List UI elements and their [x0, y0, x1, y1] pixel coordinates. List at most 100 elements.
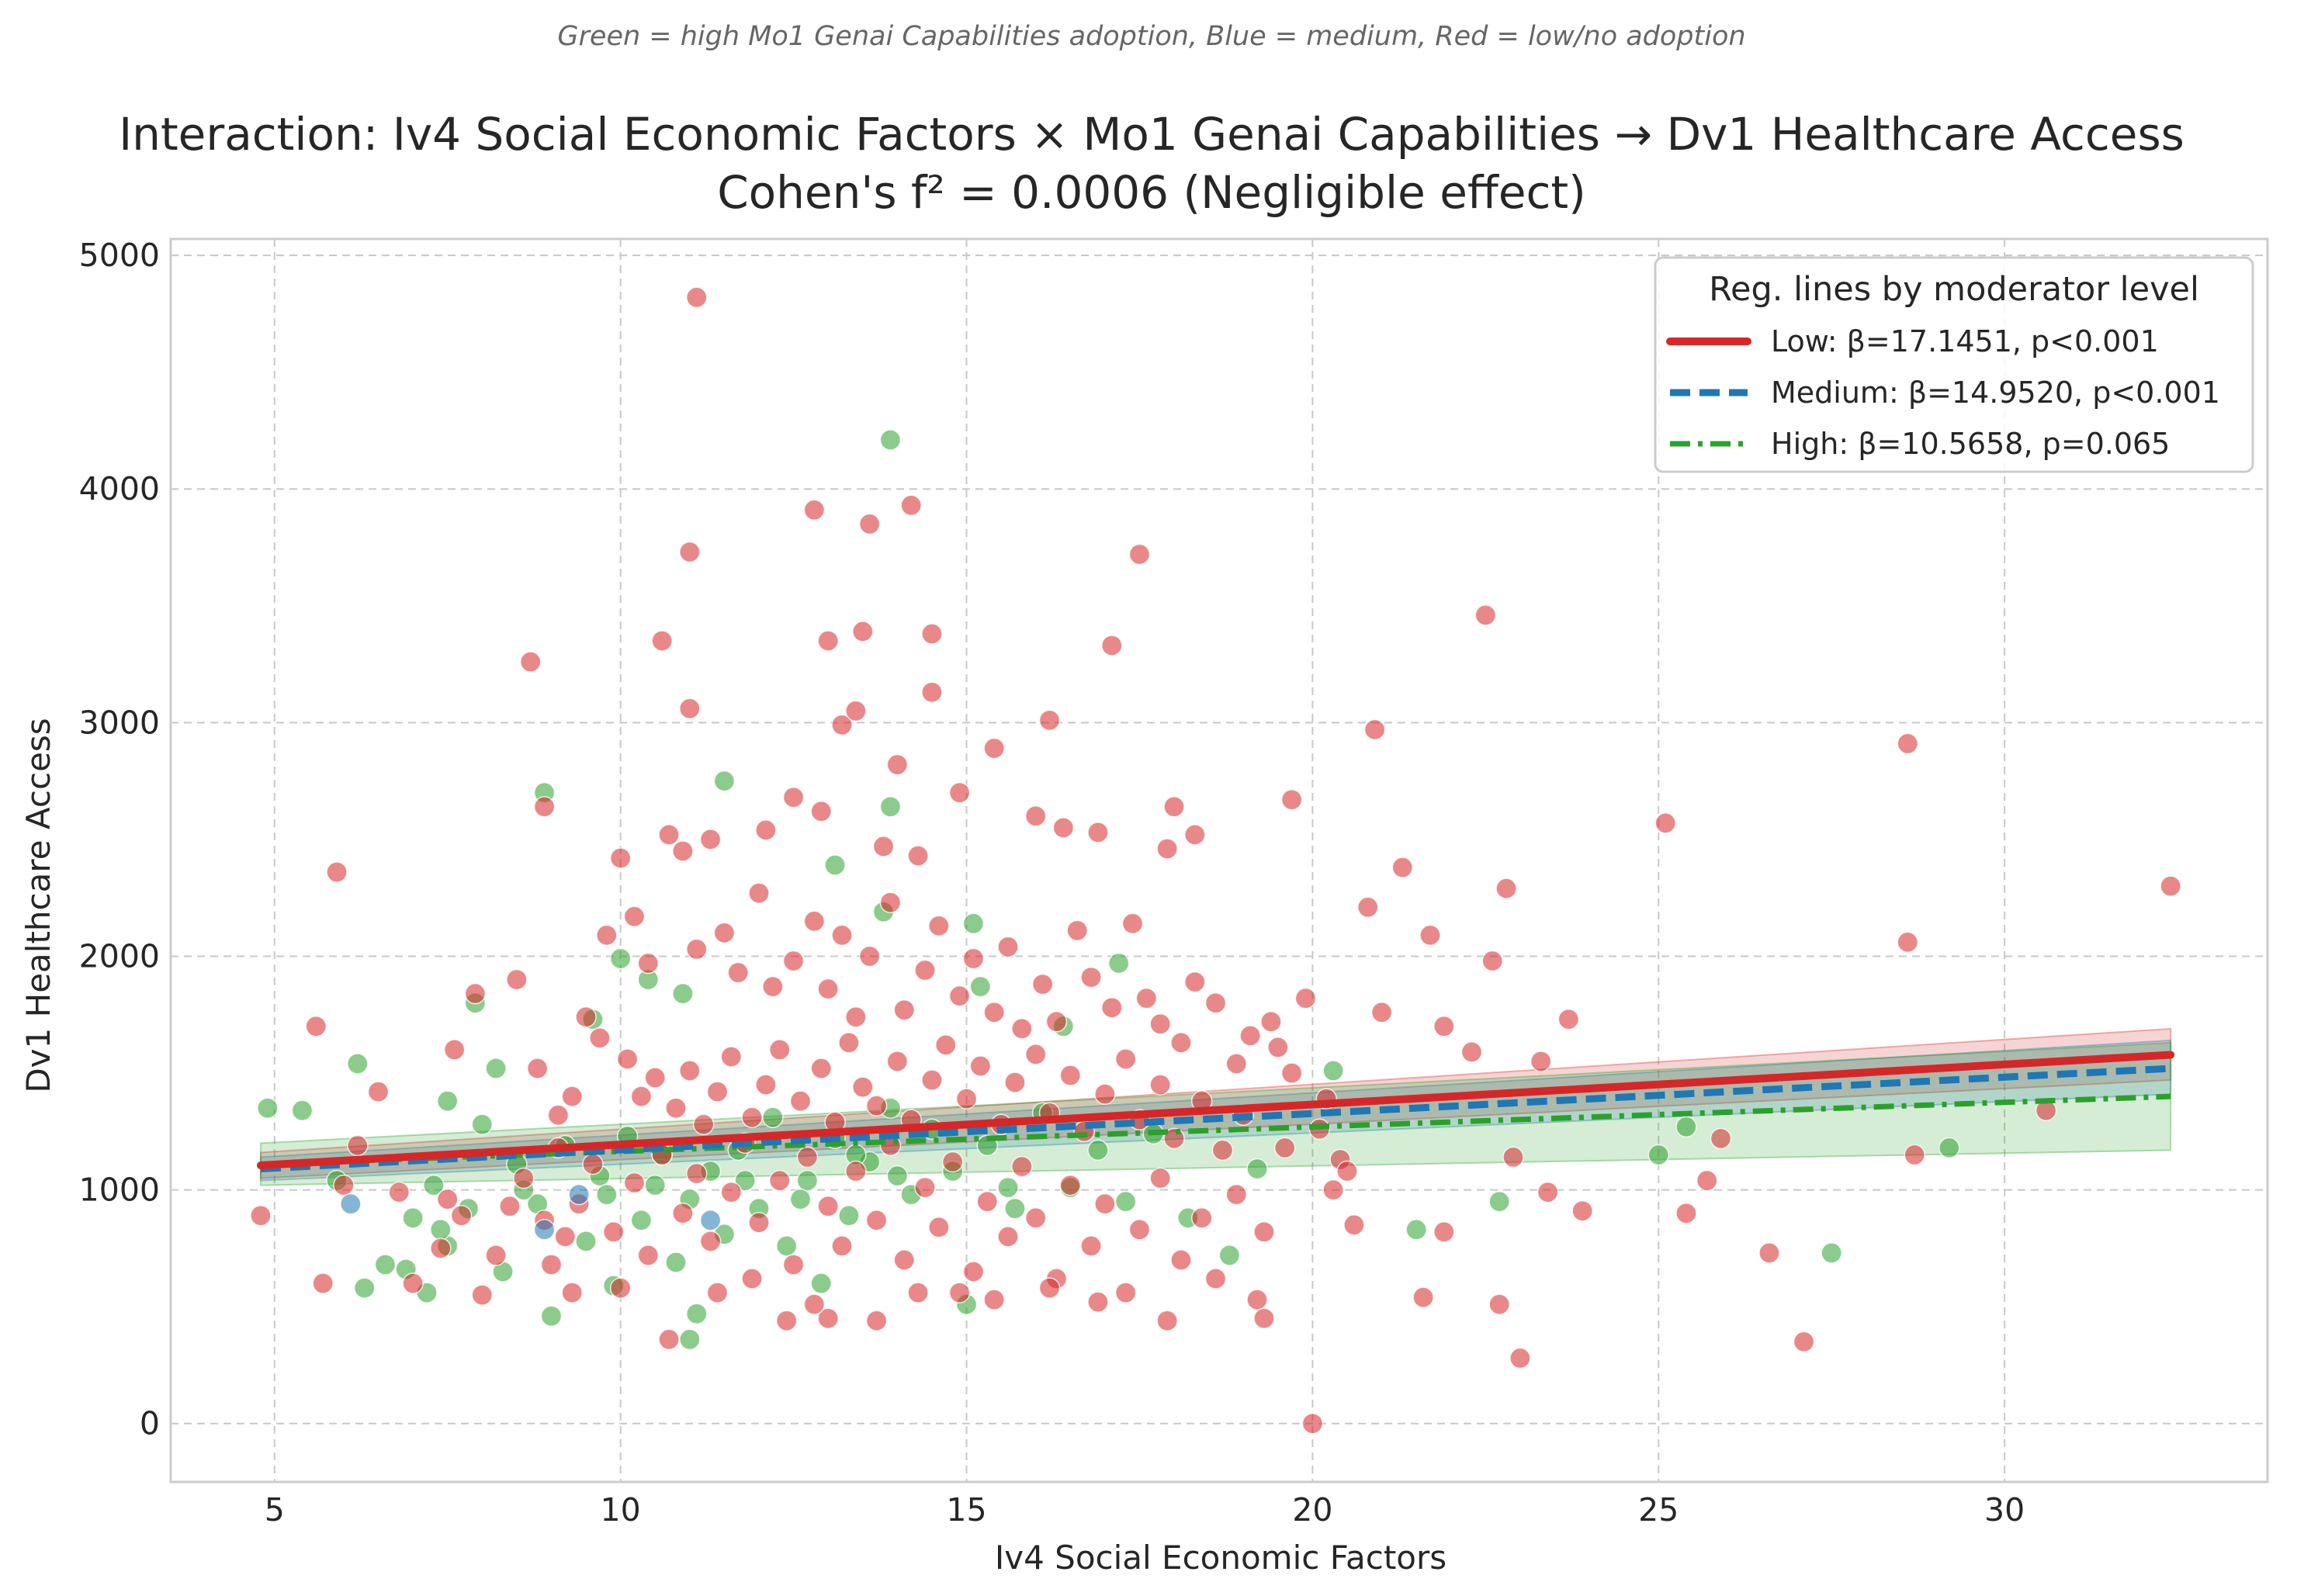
high-data-point	[734, 1169, 756, 1192]
low-data-point	[679, 698, 701, 720]
high-data-point	[485, 1058, 507, 1079]
low-data-point	[430, 1238, 452, 1259]
high-data-point	[962, 912, 985, 935]
low-data-point	[1066, 919, 1088, 942]
x-tick-label: 5	[265, 1491, 285, 1528]
high-data-point	[1675, 1116, 1697, 1138]
low-data-point	[720, 1046, 743, 1068]
low-data-point	[305, 1016, 327, 1037]
chart-title-line1: Interaction: Iv4 Social Economic Factors…	[119, 108, 2184, 161]
low-data-point	[983, 1289, 1005, 1310]
low-data-point	[679, 1060, 701, 1082]
low-data-point	[1080, 1235, 1102, 1257]
low-data-point	[845, 1006, 867, 1028]
low-data-point	[727, 961, 749, 984]
low-data-point	[755, 819, 777, 841]
low-data-point	[436, 1188, 459, 1210]
low-data-point	[609, 847, 632, 869]
low-data-point	[699, 829, 722, 850]
low-data-point	[1114, 1282, 1137, 1303]
high-data-point	[575, 1231, 597, 1252]
low-data-point	[506, 968, 528, 991]
low-data-point	[858, 513, 881, 535]
low-data-point	[1336, 1160, 1358, 1182]
low-data-point	[907, 1282, 929, 1303]
low-data-point	[997, 1226, 1019, 1248]
low-data-point	[893, 1249, 916, 1271]
low-data-point	[513, 1167, 535, 1189]
high-data-point	[679, 1328, 701, 1351]
medium-regression-line	[260, 1065, 2171, 1172]
low-data-point	[582, 1153, 604, 1175]
low-data-point	[803, 1293, 826, 1315]
high-data-point	[1087, 1139, 1109, 1162]
low-data-point	[921, 1069, 943, 1091]
low-data-point	[1024, 1044, 1047, 1065]
high-data-point	[796, 1169, 819, 1192]
low-data-point	[547, 1104, 570, 1126]
low-data-point	[1294, 987, 1317, 1009]
low-data-point	[962, 1261, 985, 1283]
low-data-point	[810, 1058, 832, 1079]
low-data-point	[1474, 604, 1497, 626]
medium-data-point	[340, 1193, 362, 1215]
low-data-point	[623, 1172, 646, 1194]
medium-data-point	[568, 1183, 590, 1206]
low-data-point	[1038, 709, 1061, 732]
low-data-point	[893, 999, 916, 1021]
low-data-point	[1530, 1051, 1552, 1072]
low-data-point	[1211, 1139, 1234, 1162]
low-data-point	[333, 1174, 355, 1196]
low-data-point	[1419, 924, 1441, 947]
high-data-point	[347, 1053, 369, 1075]
low-data-point	[402, 1272, 424, 1294]
low-data-point	[706, 1081, 729, 1103]
high-data-point	[1488, 1190, 1510, 1213]
low-data-point	[872, 836, 895, 857]
low-data-point	[692, 1113, 715, 1136]
low-data-point	[1758, 1242, 1780, 1264]
legend-box	[1654, 256, 2254, 473]
low-data-point	[810, 801, 832, 822]
low-data-point	[955, 1088, 978, 1110]
x-tick-label: 30	[1984, 1491, 2025, 1528]
low-data-point	[658, 1328, 680, 1351]
high-data-point	[713, 770, 736, 792]
low-data-point	[921, 623, 943, 645]
low-data-point	[803, 910, 826, 933]
low-data-point	[921, 681, 943, 703]
high-data-point	[291, 1099, 314, 1121]
low-data-point	[672, 840, 694, 862]
high-data-point	[257, 1097, 279, 1119]
low-data-point	[561, 1085, 583, 1107]
y-tick-label: 3000	[79, 704, 160, 741]
high-data-point	[879, 795, 902, 818]
low-data-point	[1481, 950, 1503, 972]
chart-note: Green = high Mo1 Genai Capabilities adop…	[557, 21, 1745, 52]
medium-data-point	[699, 1209, 722, 1231]
y-axis-label: Dv1 Healthcare Access	[19, 718, 57, 1092]
low-data-point	[948, 1282, 971, 1303]
high-data-point	[762, 1106, 784, 1128]
low-data-point	[1502, 1146, 1524, 1168]
low-data-point	[623, 905, 646, 928]
low-data-point	[1101, 635, 1123, 656]
low-data-point	[1322, 1179, 1344, 1201]
low-data-point	[817, 978, 839, 1000]
low-data-point	[1135, 987, 1158, 1009]
high-data-point	[540, 1305, 563, 1327]
low-data-point	[1031, 973, 1054, 995]
low-data-point	[1246, 1289, 1268, 1310]
high-data-point	[1246, 1158, 1268, 1180]
low-data-point	[1356, 896, 1379, 918]
high-data-point	[665, 1252, 687, 1273]
low-data-point	[768, 1039, 791, 1061]
low-data-point	[1170, 1032, 1192, 1054]
low-legend-label: Low: β=17.1451, p<0.001	[1771, 324, 2159, 358]
low-data-point	[250, 1204, 272, 1227]
low-data-point	[388, 1181, 411, 1203]
low-data-point	[485, 1245, 507, 1266]
low-data-point	[554, 1226, 577, 1248]
low-data-point	[665, 1097, 687, 1119]
low-data-point	[602, 1221, 625, 1243]
